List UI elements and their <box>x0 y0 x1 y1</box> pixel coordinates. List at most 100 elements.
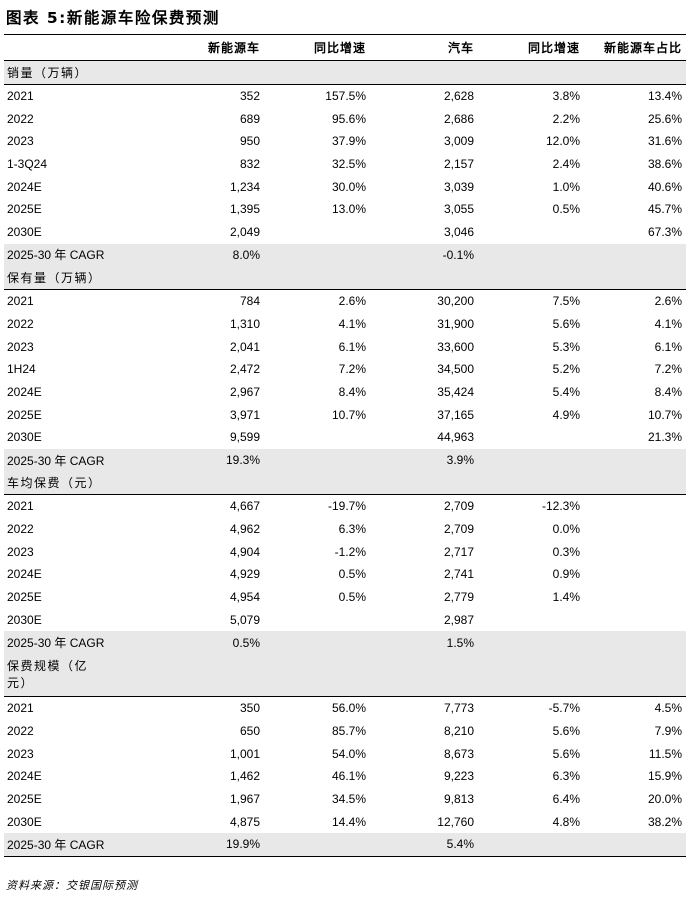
section-header-blank <box>478 266 584 290</box>
table-cell: 2,709 <box>443 499 474 514</box>
section-header-blank <box>264 471 370 496</box>
table-cell: 650 <box>239 723 260 738</box>
table-cell: 30,200 <box>437 294 474 309</box>
table-cell: 4.1% <box>654 316 682 331</box>
table-cell: 3,971 <box>229 407 260 422</box>
table-cell: 25.6% <box>647 111 682 126</box>
cagr-cell: 19.3% <box>160 448 264 472</box>
table-row: 2023 4,904 -1.2% 2,717 0.3% <box>4 540 686 563</box>
table-cell: 3,046 <box>443 225 474 240</box>
table-row: 2021 784 2.6% 30,200 7.5% 2.6% <box>4 289 686 312</box>
source-note: 资料来源：交银国际预测 <box>6 879 138 892</box>
table-cell: 832 <box>239 157 260 172</box>
table-cell <box>584 586 686 609</box>
section-header-row: 保有量（万辆） <box>4 266 686 290</box>
table-cell: 4,954 <box>229 590 260 605</box>
table-cell: 20.0% <box>647 791 682 806</box>
table-row: 2023 2,041 6.1% 33,600 5.3% 6.1% <box>4 335 686 358</box>
section-label: 车均保费（元） <box>4 471 160 496</box>
row-label: 2025E <box>7 791 42 806</box>
cagr-cell: 3.9% <box>370 448 478 472</box>
table-cell: 2.6% <box>338 294 366 309</box>
row-label: 2021 <box>7 294 34 309</box>
table-cell: 13.0% <box>331 202 366 217</box>
table-cell: 4,904 <box>229 544 260 559</box>
table-cell: 2,628 <box>443 89 474 104</box>
cagr-cell <box>264 243 370 267</box>
table-cell: 32.5% <box>331 157 366 172</box>
section-header-blank <box>160 471 264 496</box>
table-cell: 54.0% <box>331 746 366 761</box>
row-label: 2023 <box>7 339 34 354</box>
section-header-blank <box>264 266 370 290</box>
section-header-blank <box>264 653 370 697</box>
header-cell-nev-growth: 同比增速 <box>264 34 370 61</box>
table-row: 2030E 2,049 3,046 67.3% <box>4 221 686 244</box>
cagr-cell <box>584 243 686 267</box>
table-cell: 34,500 <box>437 362 474 377</box>
section-header-blank <box>370 653 478 697</box>
cagr-row: 2025-30 年 CAGR 8.0% -0.1% <box>4 243 686 267</box>
cagr-cell: 1.5% <box>370 631 478 654</box>
table-cell: 5.6% <box>552 746 580 761</box>
table-cell <box>478 426 584 449</box>
table-cell: 2,041 <box>229 339 260 354</box>
table-cell: 1,395 <box>229 202 260 217</box>
cagr-cell <box>478 243 584 267</box>
section-header-blank <box>370 471 478 496</box>
row-label: 2025E <box>7 590 42 605</box>
table-cell: 10.7% <box>331 407 366 422</box>
row-label: 2021 <box>7 89 34 104</box>
forecast-table: 新能源车 同比增速 汽车 同比增速 新能源车占比 销量（万辆） 2021 352 15… <box>4 34 686 857</box>
row-label: 2024E <box>7 179 42 194</box>
table-row: 2025E 1,395 13.0% 3,055 0.5% 45.7% <box>4 198 686 221</box>
table-cell: 3,055 <box>443 202 474 217</box>
table-cell: 7,773 <box>443 701 474 716</box>
table-cell: 0.3% <box>552 544 580 559</box>
row-label: 2022 <box>7 522 34 537</box>
table-cell: 2,717 <box>443 544 474 559</box>
table-cell: -5.7% <box>548 701 580 716</box>
section-header-blank <box>160 653 264 697</box>
table-cell: 4,962 <box>229 522 260 537</box>
table-cell: 5.6% <box>552 723 580 738</box>
table-cell: 2,709 <box>443 522 474 537</box>
table-cell: 37,165 <box>437 407 474 422</box>
row-label: 2030E <box>7 814 42 829</box>
section-header-blank <box>478 60 584 85</box>
table-cell: 352 <box>239 89 260 104</box>
table-cell: 15.9% <box>647 769 682 784</box>
table-cell: 157.5% <box>325 89 366 104</box>
table-cell: 7.2% <box>654 362 682 377</box>
section-label: 销量（万辆） <box>4 60 160 85</box>
section-header-blank <box>584 653 686 697</box>
cagr-cell <box>584 833 686 857</box>
row-label: 2030E <box>7 612 42 627</box>
table-cell: 33,600 <box>437 339 474 354</box>
section-header-blank <box>478 653 584 697</box>
cagr-cell <box>584 448 686 472</box>
table-cell: 2,157 <box>443 157 474 172</box>
section-header-blank <box>478 471 584 496</box>
table-cell: 12.0% <box>545 134 580 149</box>
section-header-row: 保费规模（亿 元） <box>4 653 686 697</box>
table-cell: 46.1% <box>331 769 366 784</box>
table-row: 2030E 5,079 2,987 <box>4 609 686 632</box>
table-cell: 1,234 <box>229 179 260 194</box>
table-cell: 0.5% <box>552 202 580 217</box>
table-cell <box>584 563 686 586</box>
table-row: 2021 4,667 -19.7% 2,709 -12.3% <box>4 495 686 518</box>
table-cell <box>264 426 370 449</box>
table-row: 2021 350 56.0% 7,773 -5.7% 4.5% <box>4 696 686 719</box>
row-label: 2030E <box>7 430 42 445</box>
table-cell: 2,686 <box>443 111 474 126</box>
table-cell: 0.5% <box>338 590 366 605</box>
table-cell: 6.1% <box>654 339 682 354</box>
header-cell-nev-share: 新能源车占比 <box>584 34 686 61</box>
row-label: 2025E <box>7 407 42 422</box>
table-cell: 11.5% <box>648 746 682 761</box>
table-cell: 9,223 <box>443 769 474 784</box>
table-cell: 9,599 <box>229 430 260 445</box>
table-row: 1-3Q24 832 32.5% 2,157 2.4% 38.6% <box>4 153 686 176</box>
cagr-cell <box>264 631 370 654</box>
